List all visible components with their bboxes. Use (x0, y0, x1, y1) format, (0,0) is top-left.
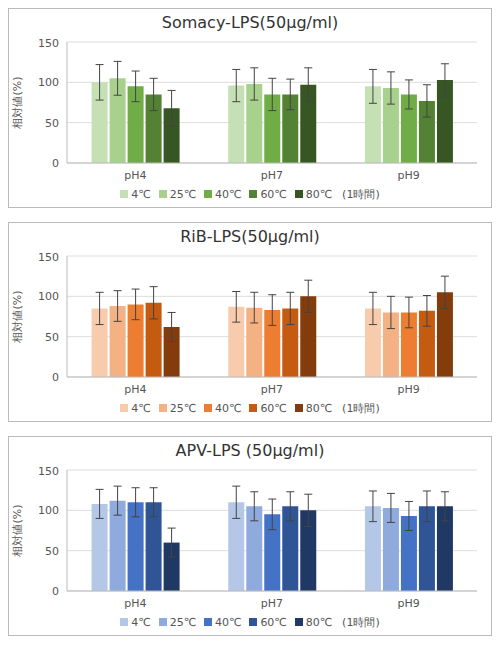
html-text:4℃: 4℃ (131, 187, 151, 201)
html-text:(1時間): (1時間) (342, 401, 380, 415)
svg-text:pH9: pH9 (398, 597, 420, 610)
svg-text:相対値(%): 相対値(%) (11, 290, 24, 342)
html-text:25℃: 25℃ (169, 615, 196, 629)
html-text:25℃: 25℃ (169, 187, 196, 201)
svg-text:0: 0 (52, 157, 59, 170)
svg-text:100: 100 (38, 290, 59, 303)
svg-text:0: 0 (52, 371, 59, 384)
svg-text:150: 150 (38, 251, 59, 264)
svg-text:pH4: pH4 (124, 597, 146, 610)
html-text:60℃: 60℃ (260, 615, 287, 629)
html-text:Somacy-LPS(50μg/ml): Somacy-LPS(50μg/ml) (161, 13, 339, 32)
svg-text:100: 100 (38, 504, 59, 517)
html-text:4℃: 4℃ (131, 401, 151, 415)
html-text:(1時間): (1時間) (342, 187, 380, 201)
svg-text:pH9: pH9 (398, 169, 420, 182)
svg-text:150: 150 (38, 37, 59, 50)
html-text:25℃: 25℃ (169, 401, 196, 415)
svg-text:50: 50 (45, 117, 59, 130)
svg-text:50: 50 (45, 545, 59, 558)
svg-text:pH7: pH7 (261, 383, 283, 396)
html-text:80℃: 80℃ (305, 401, 333, 415)
svg-text:pH7: pH7 (261, 597, 283, 610)
svg-text:pH4: pH4 (124, 383, 146, 396)
html-text:60℃: 60℃ (260, 187, 287, 201)
svg-text:pH4: pH4 (124, 169, 146, 182)
svg-text:相対値(%): 相対値(%) (11, 504, 24, 556)
html-text:80℃: 80℃ (305, 615, 333, 629)
html-text:APV-LPS (50μg/ml): APV-LPS (50μg/ml) (175, 441, 325, 460)
svg-text:0: 0 (52, 585, 59, 598)
html-text:RiB-LPS(50μg/ml): RiB-LPS(50μg/ml) (180, 227, 320, 246)
html-text:40℃: 40℃ (215, 187, 242, 201)
html-text:80℃: 80℃ (305, 187, 333, 201)
svg-text:pH9: pH9 (398, 383, 420, 396)
html-text:60℃: 60℃ (260, 401, 287, 415)
svg-text:100: 100 (38, 76, 59, 89)
html-text:(1時間): (1時間) (342, 615, 380, 629)
svg-text:相対値(%): 相対値(%) (11, 76, 24, 128)
svg-text:pH7: pH7 (261, 169, 283, 182)
html-text:40℃: 40℃ (215, 401, 242, 415)
svg-text:50: 50 (45, 331, 59, 344)
html-text:4℃: 4℃ (131, 615, 151, 629)
svg-text:150: 150 (38, 465, 59, 478)
html-text:40℃: 40℃ (215, 615, 242, 629)
